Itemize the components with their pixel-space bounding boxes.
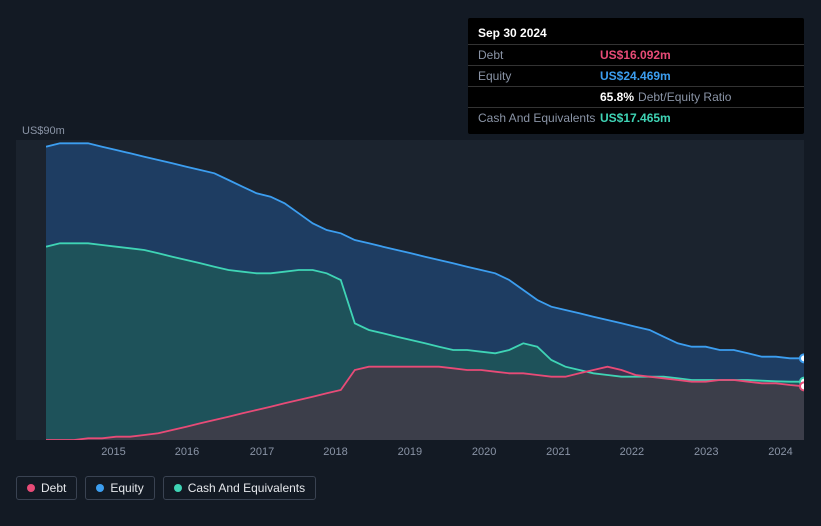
legend-dot-icon — [27, 484, 35, 492]
x-tick-label: 2021 — [546, 446, 570, 458]
chart-tooltip: Sep 30 2024 DebtUS$16.092mEquityUS$24.46… — [468, 18, 804, 134]
x-tick-label: 2017 — [250, 446, 274, 458]
x-tick-label: 2023 — [694, 446, 718, 458]
tooltip-row-label — [478, 89, 600, 105]
x-tick-label: 2020 — [472, 446, 496, 458]
x-tick-label: 2015 — [101, 446, 125, 458]
tooltip-row-suffix: Debt/Equity Ratio — [638, 89, 731, 105]
tooltip-row-value: US$16.092m — [600, 47, 671, 63]
marker-debt — [800, 382, 804, 390]
tooltip-row-label: Debt — [478, 47, 600, 63]
plot-area[interactable] — [16, 140, 804, 440]
x-tick-label: 2018 — [323, 446, 347, 458]
debt-equity-chart: US$90m US$0 2015201620172018201920202021… — [16, 120, 804, 480]
tooltip-row: 65.8%Debt/Equity Ratio — [468, 87, 804, 108]
chart-legend: Debt Equity Cash And Equivalents — [16, 476, 316, 500]
chart-svg — [46, 140, 804, 440]
tooltip-row-value: 65.8% — [600, 89, 634, 105]
legend-item-equity[interactable]: Equity — [85, 476, 154, 500]
x-tick-label: 2024 — [768, 446, 792, 458]
legend-dot-icon — [174, 484, 182, 492]
tooltip-date: Sep 30 2024 — [468, 24, 804, 45]
tooltip-row: EquityUS$24.469m — [468, 66, 804, 87]
legend-dot-icon — [96, 484, 104, 492]
legend-label: Cash And Equivalents — [188, 481, 305, 495]
y-axis-max-label: US$90m — [22, 125, 65, 137]
x-axis: 2015 2016 2017 2018 2019 2020 2021 2022 2023 2024 — [46, 446, 804, 462]
x-tick-label: 2016 — [175, 446, 199, 458]
legend-item-debt[interactable]: Debt — [16, 476, 77, 500]
x-tick-label: 2019 — [398, 446, 422, 458]
legend-item-cash-and-equivalents[interactable]: Cash And Equivalents — [163, 476, 316, 500]
legend-label: Debt — [41, 481, 66, 495]
tooltip-row-value: US$24.469m — [600, 68, 671, 84]
tooltip-rows: DebtUS$16.092mEquityUS$24.469m65.8%Debt/… — [468, 45, 804, 128]
tooltip-row: DebtUS$16.092m — [468, 45, 804, 66]
x-tick-label: 2022 — [620, 446, 644, 458]
legend-label: Equity — [110, 481, 143, 495]
tooltip-row-label: Equity — [478, 68, 600, 84]
marker-equity — [800, 354, 804, 362]
